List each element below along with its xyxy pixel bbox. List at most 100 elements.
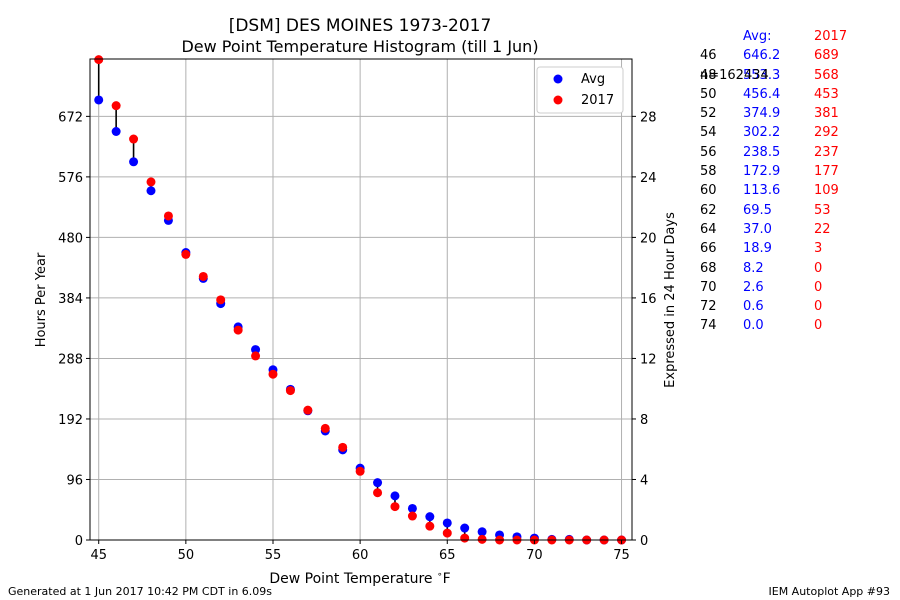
avg-point [442, 518, 452, 528]
avg-point [373, 478, 383, 488]
table-row: 74 0.0 0 [700, 316, 847, 335]
year-2017-point [181, 249, 191, 259]
x-tick-label: 55 [265, 548, 282, 563]
y-tick-label: 480 [58, 231, 83, 246]
table-row: 66 18.9 3 [700, 239, 847, 258]
year-2017-point [216, 295, 226, 305]
y-right-tick-label: 24 [640, 171, 657, 186]
x-tick-label: 70 [526, 548, 543, 563]
avg-point [146, 186, 156, 196]
table-cell-avg: 553.3 [743, 67, 781, 83]
table-row: 62 69.5 53 [700, 201, 847, 220]
y-tick-label: 0 [75, 534, 83, 549]
y-right-tick-label: 8 [640, 413, 648, 428]
table-cell-year: 689 [814, 48, 839, 64]
table-cell-temperature: 64 [700, 221, 717, 237]
table-cell-temperature: 66 [700, 241, 717, 257]
year-2017-point [198, 271, 208, 281]
table-cell-avg: 18.9 [743, 241, 772, 257]
year-2017-point [129, 134, 139, 144]
year-2017-point [303, 405, 313, 415]
table-row: 52 374.9 381 [700, 104, 847, 123]
legend-marker-2017 [553, 95, 563, 105]
year-2017-point [407, 511, 417, 521]
x-tick-label: 60 [352, 548, 369, 563]
year-2017-point [233, 325, 243, 335]
table-cell-temperature: 54 [700, 125, 717, 141]
table-cell-year: 0 [814, 260, 823, 276]
table-cell-avg: 302.2 [743, 125, 781, 141]
y-right-tick-label: 4 [640, 473, 648, 488]
x-axis-label: Dew Point Temperature ∘F [269, 570, 450, 587]
axis-ticks: 45 50 55 60 65 70 75 0 96 192 288 384 480 576 672 0 4 8 12… [58, 110, 656, 563]
summary-table-header: Avg: 2017 [700, 27, 847, 46]
footer-app: IEM Autoplot App #93 [768, 585, 891, 598]
table-cell-temperature: 58 [700, 164, 717, 180]
table-row: 68 8.2 0 [700, 259, 847, 278]
legend-marker-avg [553, 74, 563, 84]
year-2017-point [251, 351, 261, 361]
year-2017-point [111, 101, 121, 111]
y-tick-label: 96 [66, 473, 83, 488]
y-axis-label: Hours Per Year [34, 252, 49, 347]
legend: Avg 2017 [536, 66, 624, 114]
y-axis-right-label: Expressed in 24 Hour Days [663, 212, 678, 388]
year-2017-point [460, 533, 470, 543]
y-right-tick-label: 0 [640, 534, 648, 549]
avg-point [425, 512, 435, 522]
table-cell-avg: 0.6 [743, 299, 764, 315]
avg-point [251, 345, 261, 355]
chart-title: [DSM] DES MOINES 1973-2017 [229, 16, 492, 36]
y-right-tick-label: 12 [640, 352, 657, 367]
table-cell-avg: 456.4 [743, 86, 781, 102]
table-row: 58 172.9 177 [700, 162, 847, 181]
year-2017-point [285, 386, 295, 396]
y-tick-label: 384 [58, 292, 83, 307]
table-cell-avg: 2.6 [743, 279, 764, 295]
y-right-tick-label: 20 [640, 231, 657, 246]
table-row: 46 646.2 689 [700, 46, 847, 65]
table-cell-temperature: 56 [700, 144, 717, 160]
table-cell-year: 381 [814, 106, 839, 122]
table-row: 54 302.2 292 [700, 123, 847, 142]
x-tick-label: 65 [439, 548, 456, 563]
avg-point [407, 503, 417, 513]
table-row: 50 456.4 453 [700, 85, 847, 104]
table-cell-avg: 37.0 [743, 221, 772, 237]
year-2017-point [442, 528, 452, 538]
avg-point [111, 126, 121, 136]
table-cell-temperature: 60 [700, 183, 717, 199]
y-tick-label: 288 [58, 352, 83, 367]
avg-point [94, 95, 104, 105]
table-row: 72 0.6 0 [700, 297, 847, 316]
legend-label-avg: Avg [581, 72, 605, 87]
table-cell-avg: 374.9 [743, 106, 781, 122]
y-right-tick-label: 28 [640, 110, 657, 125]
table-cell-temperature: 52 [700, 106, 717, 122]
table-cell-avg: 8.2 [743, 260, 764, 276]
avg-point [390, 491, 400, 501]
summary-table-rows: 46 646.2 689 48 553.3 568 50 456.4 453 52 374.9 381… [700, 46, 847, 333]
summary-table: Avg: 2017 46 646.2 689 48 553.3 568 50 456.4 453 5… [700, 27, 847, 333]
table-cell-temperature: 68 [700, 260, 717, 276]
year-2017-point [390, 502, 400, 512]
year-2017-point [163, 211, 173, 221]
table-row: 48 553.3 568 [700, 66, 847, 85]
year-2017-point [425, 521, 435, 531]
chart-subtitle: Dew Point Temperature Histogram (till 1 … [181, 37, 538, 56]
x-tick-label: 75 [613, 548, 630, 563]
data-points [94, 55, 627, 545]
y-tick-label: 576 [58, 171, 83, 186]
year-2017-point [355, 466, 365, 476]
year-2017-point [146, 177, 156, 187]
year-2017-point [477, 534, 487, 544]
table-cell-temperature: 48 [700, 67, 717, 83]
table-cell-year: 3 [814, 241, 823, 257]
year-2017-point [268, 369, 278, 379]
table-cell-year: 453 [814, 86, 839, 102]
table-cell-year: 53 [814, 202, 831, 218]
table-cell-year: 237 [814, 144, 839, 160]
table-cell-year: 0 [814, 299, 823, 315]
table-cell-year: 177 [814, 164, 839, 180]
